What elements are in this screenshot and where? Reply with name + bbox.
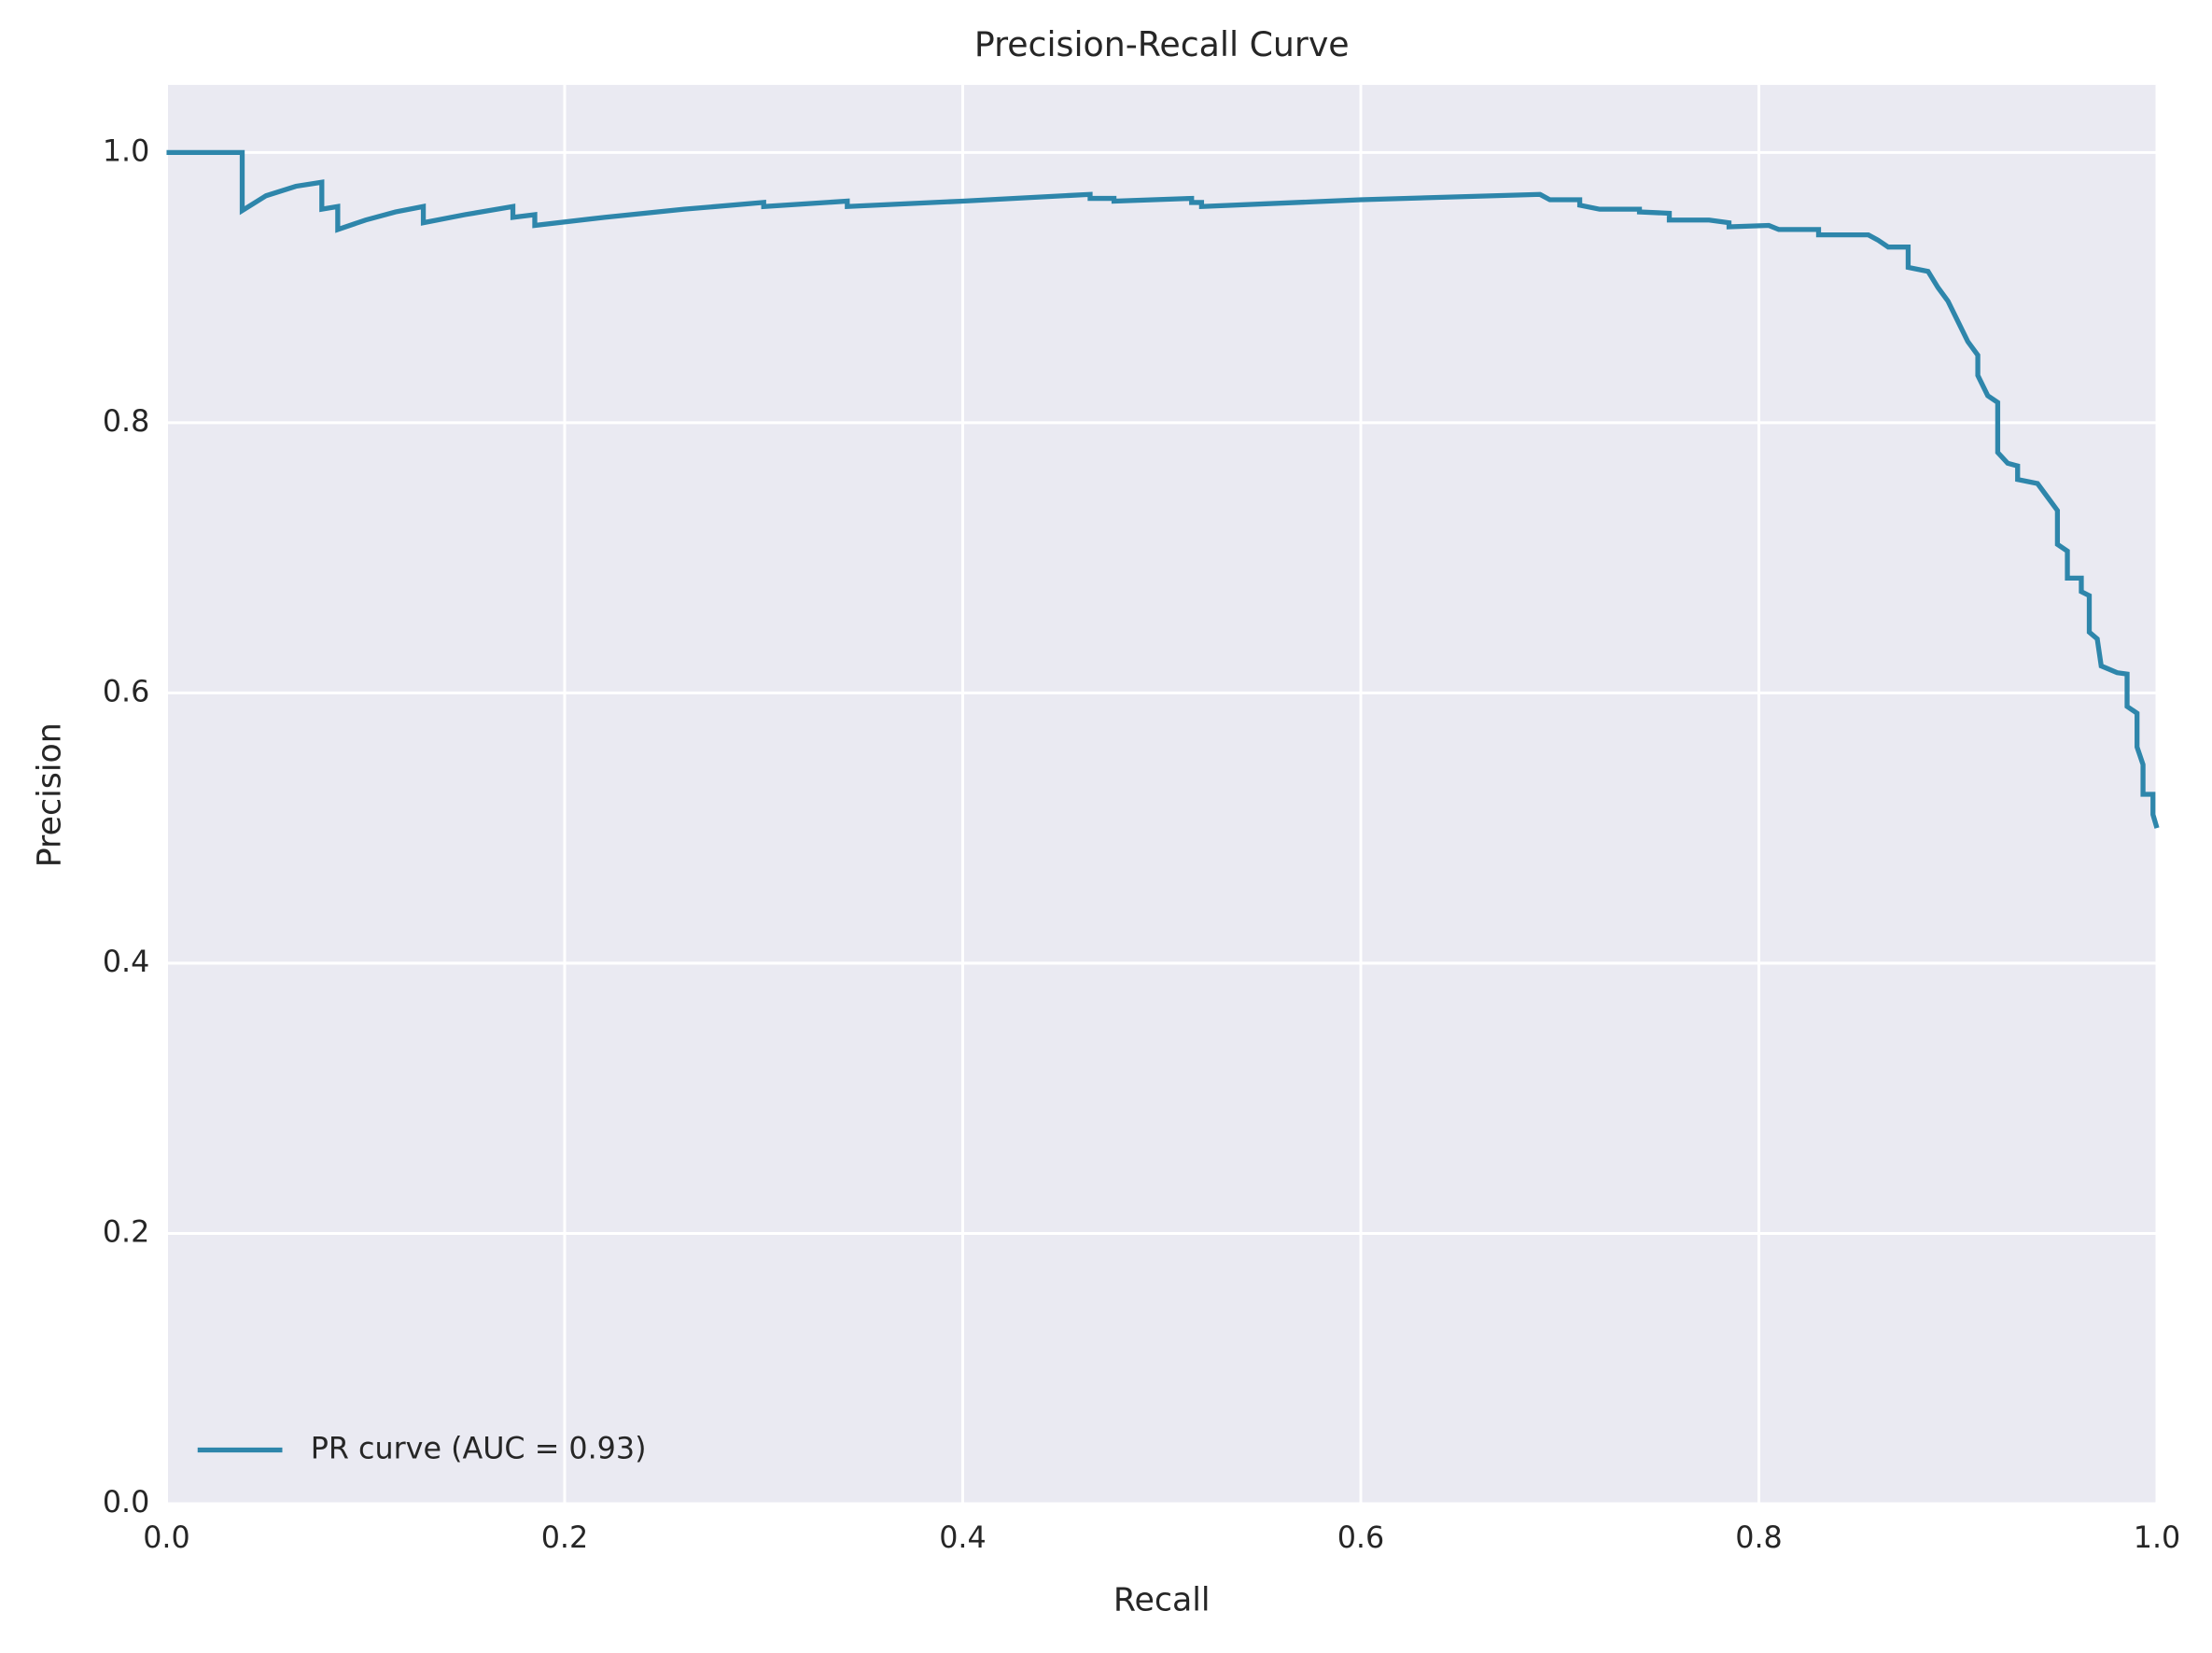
x-axis-label: Recall <box>1113 1581 1211 1618</box>
y-tick-label: 0.2 <box>103 1215 150 1249</box>
legend-label: PR curve (AUC = 0.93) <box>311 1433 647 1466</box>
y-tick-label: 0.4 <box>103 946 150 979</box>
y-axis-label: Precision <box>31 722 68 867</box>
x-tick-label: 0.0 <box>143 1521 190 1555</box>
x-tick-label: 0.2 <box>541 1521 589 1555</box>
y-tick-label: 0.8 <box>103 405 150 439</box>
plot-area <box>166 84 2158 1504</box>
x-tick-label: 0.8 <box>1735 1521 1782 1555</box>
x-tick-label: 1.0 <box>2134 1521 2181 1555</box>
chart-title: Precision-Recall Curve <box>974 24 1350 64</box>
y-tick-label: 0.0 <box>103 1486 150 1520</box>
y-tick-label: 1.0 <box>103 134 150 168</box>
x-tick-label: 0.4 <box>939 1521 987 1555</box>
pr-curve <box>166 149 2160 829</box>
y-tick-label: 0.6 <box>103 675 150 708</box>
x-tick-label: 0.6 <box>1337 1521 1385 1555</box>
